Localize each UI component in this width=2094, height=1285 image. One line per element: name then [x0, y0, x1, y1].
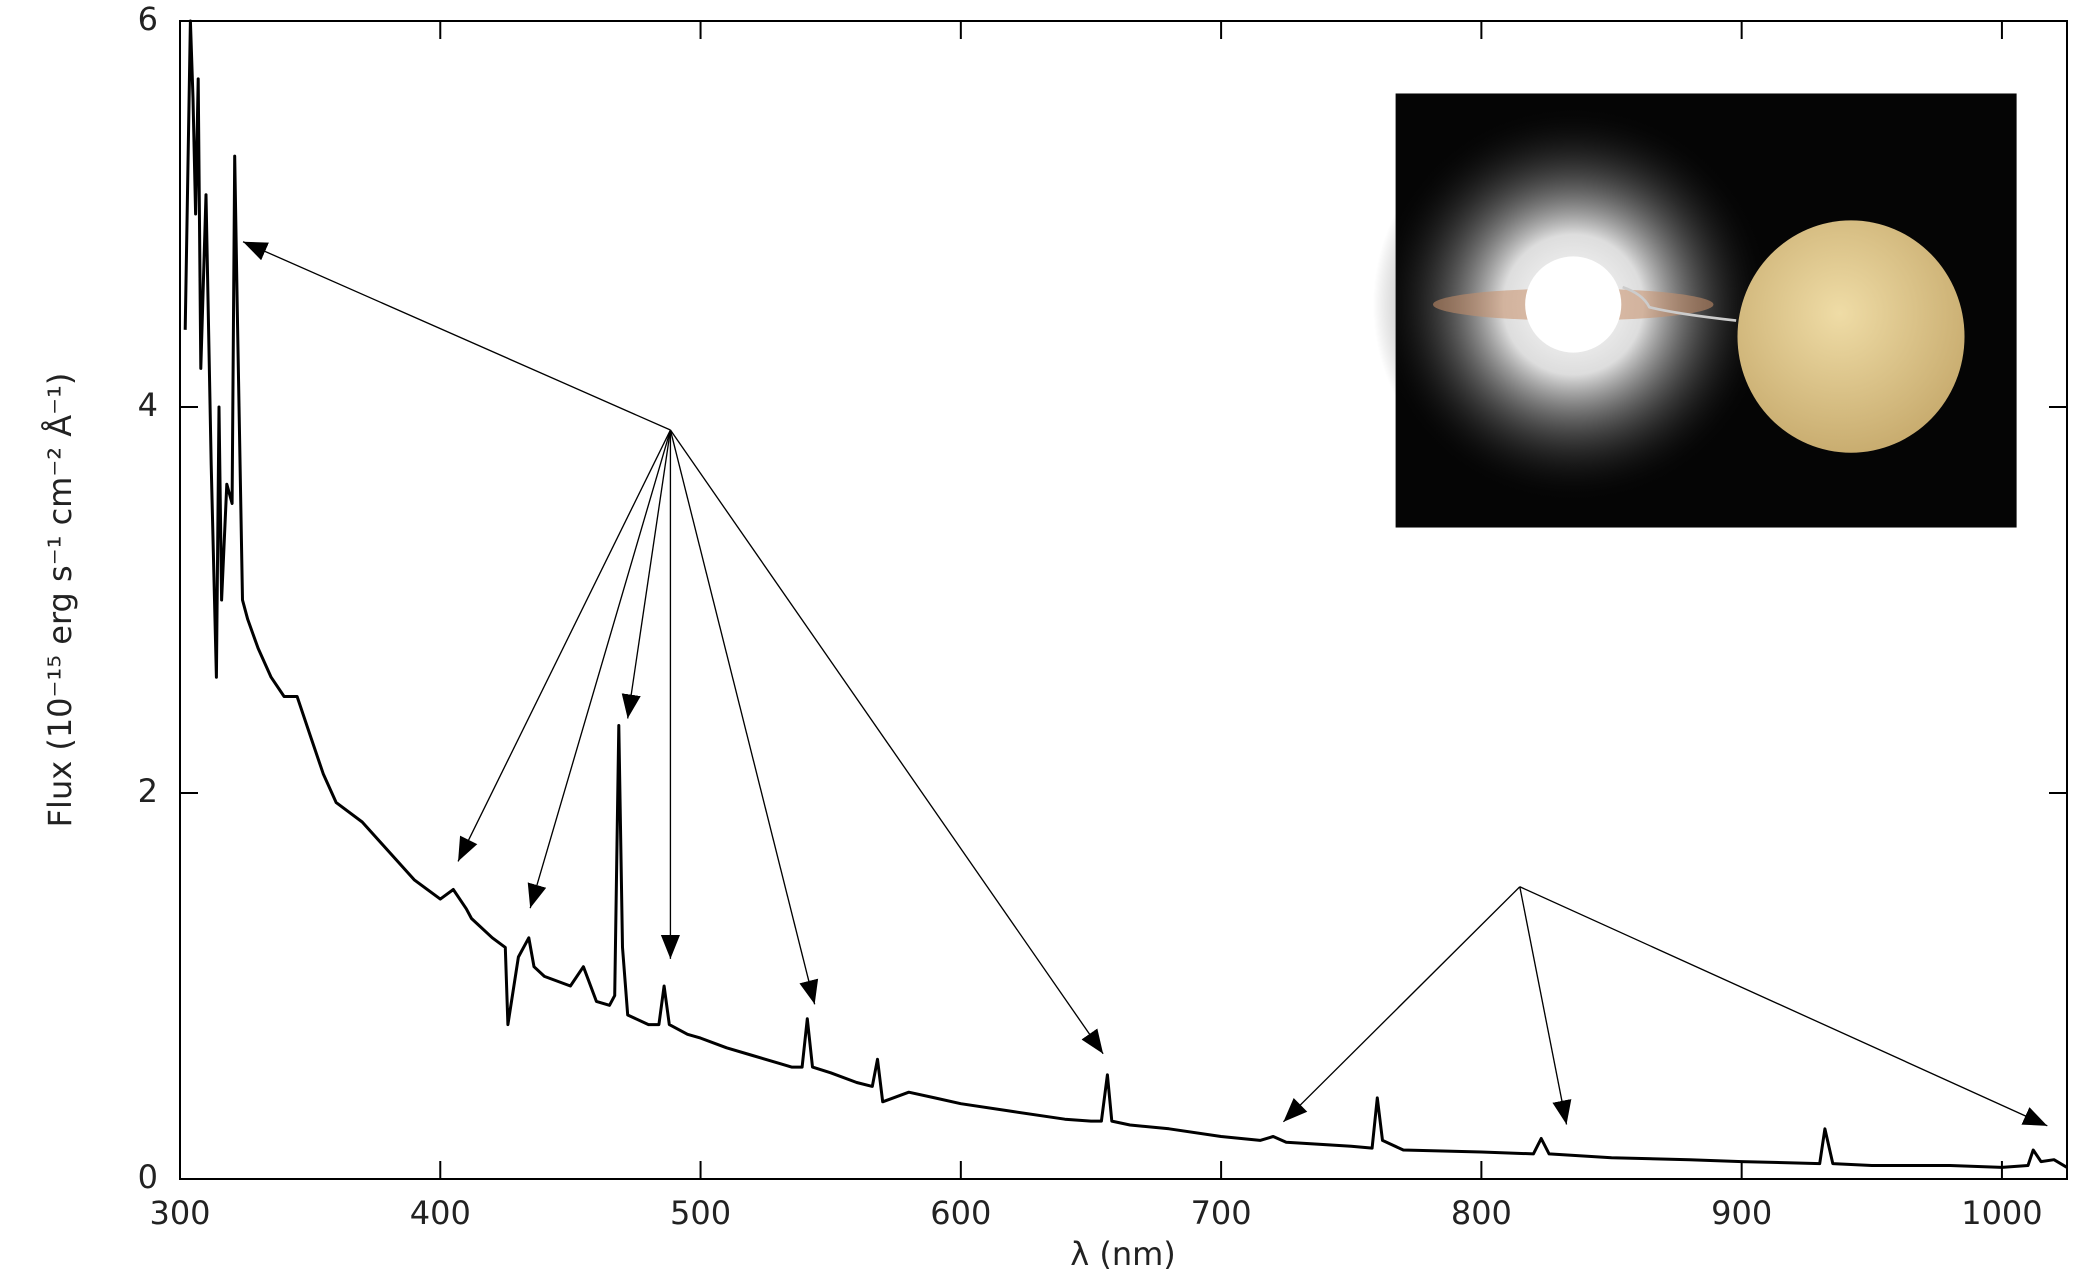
y-tick-label: 6: [138, 0, 158, 38]
inset-image: [1372, 93, 2017, 528]
y-tick-label: 0: [138, 1158, 158, 1196]
arrow: [669, 429, 1104, 1055]
arrow: [1282, 886, 1521, 1123]
x-tick-label: 1000: [1961, 1194, 2042, 1232]
x-tick-label: 800: [1451, 1194, 1512, 1232]
x-tick-label: 900: [1711, 1194, 1772, 1232]
x-tick-label: 500: [670, 1194, 731, 1232]
x-tick-label: 300: [149, 1194, 210, 1232]
arrow: [621, 429, 672, 719]
arrow: [242, 241, 671, 431]
x-tick-label: 700: [1191, 1194, 1252, 1232]
arrow: [1519, 886, 1572, 1125]
x-tick-label: 600: [930, 1194, 991, 1232]
y-axis-label: Flux (10⁻¹⁵ erg s⁻¹ cm⁻² Å⁻¹): [41, 373, 79, 828]
plot-frame: [179, 20, 2068, 1180]
arrow: [457, 429, 672, 862]
arrow: [527, 429, 672, 909]
arrow: [1519, 886, 2048, 1127]
x-tick-label: 400: [410, 1194, 471, 1232]
annotations: [242, 93, 2048, 1127]
spectrum-line: [183, 19, 2068, 1169]
x-axis-label: λ (nm): [1070, 1235, 1176, 1273]
arrow: [669, 429, 819, 1005]
y-tick-label: 2: [138, 772, 158, 810]
y-tick-label: 4: [138, 386, 158, 424]
